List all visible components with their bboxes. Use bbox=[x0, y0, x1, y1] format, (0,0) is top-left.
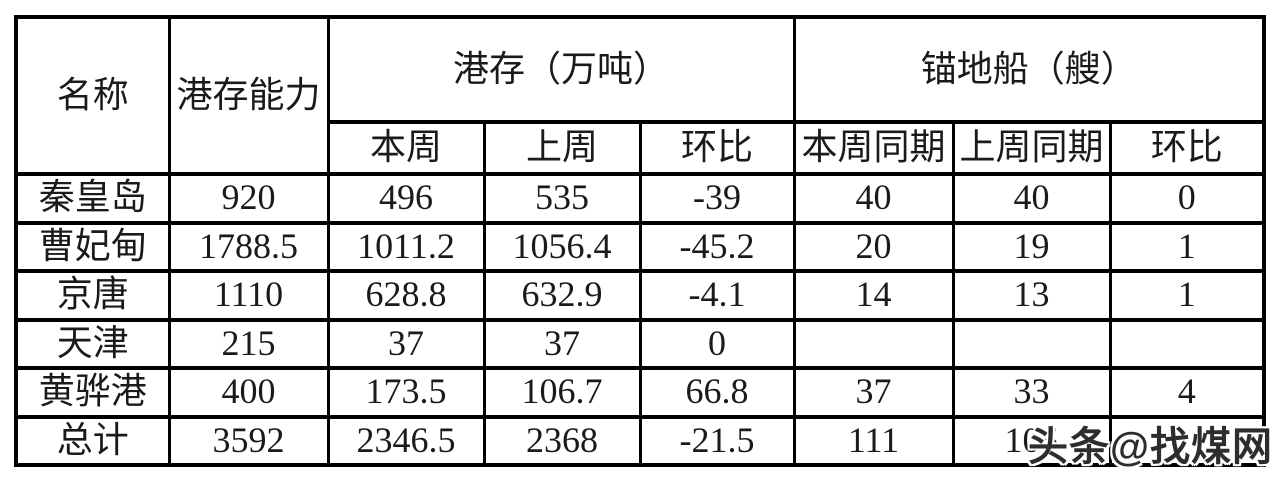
cell-ships-wow: 1 bbox=[1108, 269, 1266, 322]
cell-ships-last-week: 105 bbox=[951, 414, 1112, 467]
cell-capacity: 215 bbox=[167, 317, 330, 370]
header-row-sub: 本周 上周 环比 本周同期 上周同期 环比 bbox=[16, 120, 1266, 176]
cell-ships-this-week: 20 bbox=[792, 220, 955, 273]
cell-capacity: 920 bbox=[167, 172, 330, 225]
cell-inventory-this-week: 628.8 bbox=[326, 269, 486, 322]
cell-ships-last-week: 33 bbox=[951, 366, 1112, 419]
port-inventory-table: 名称 港存能力 港存（万吨） 锚地船（艘） 本周 上周 环比 本周同期 上周同期… bbox=[14, 15, 1267, 467]
column-header-ships-last-week: 上周同期 bbox=[951, 120, 1112, 176]
cell-port-name: 天津 bbox=[14, 317, 171, 370]
cell-port-name: 总计 bbox=[14, 414, 171, 467]
watermark-toutiao-zhaomeiwang: 头条@找煤网 bbox=[1027, 425, 1273, 469]
cell-inventory-last-week: 106.7 bbox=[482, 366, 642, 419]
cell-inventory-last-week: 2368 bbox=[482, 414, 642, 467]
cell-inventory-wow: 0 bbox=[638, 317, 796, 370]
cell-port-name: 京唐 bbox=[14, 269, 171, 322]
cell-inventory-wow: 66.8 bbox=[638, 366, 796, 419]
cell-ships-this-week: 14 bbox=[792, 269, 955, 322]
cell-inventory-this-week: 2346.5 bbox=[326, 414, 486, 467]
cell-inventory-last-week: 1056.4 bbox=[482, 220, 642, 273]
cell-ships-last-week: 40 bbox=[951, 172, 1112, 225]
cell-inventory-wow: -39 bbox=[638, 172, 796, 225]
cell-inventory-last-week: 632.9 bbox=[482, 269, 642, 322]
cell-ships-this-week: 111 bbox=[792, 414, 955, 467]
port-inventory-table-container: 名称 港存能力 港存（万吨） 锚地船（艘） 本周 上周 环比 本周同期 上周同期… bbox=[14, 15, 1267, 467]
cell-port-name: 秦皇岛 bbox=[14, 172, 171, 225]
cell-ships-wow: 4 bbox=[1108, 366, 1266, 419]
column-group-inventory: 港存（万吨） bbox=[326, 15, 796, 124]
table-row-total: 总计 3592 2346.5 2368 -21.5 111 105 bbox=[14, 414, 1266, 467]
cell-ships-wow bbox=[1108, 414, 1266, 467]
cell-ships-wow bbox=[1108, 317, 1266, 370]
header-row-groups: 名称 港存能力 港存（万吨） 锚地船（艘） bbox=[14, 15, 1266, 176]
cell-inventory-this-week: 496 bbox=[326, 172, 486, 225]
cell-ships-this-week: 37 bbox=[792, 366, 955, 419]
column-header-ships-wow-change: 环比 bbox=[1108, 120, 1266, 176]
cell-ships-last-week: 19 bbox=[951, 220, 1112, 273]
cell-ships-this-week bbox=[792, 317, 955, 370]
cell-ships-last-week bbox=[951, 317, 1112, 370]
column-header-capacity: 港存能力 bbox=[167, 15, 330, 176]
cell-port-name: 黄骅港 bbox=[14, 366, 171, 419]
table-row-qinhuangdao: 秦皇岛 920 496 535 -39 40 40 0 bbox=[14, 172, 1266, 225]
cell-capacity: 3592 bbox=[167, 414, 330, 467]
column-header-last-week: 上周 bbox=[482, 120, 642, 176]
table-row-jingtang: 京唐 1110 628.8 632.9 -4.1 14 13 1 bbox=[14, 269, 1266, 322]
cell-capacity: 400 bbox=[167, 366, 330, 419]
column-header-this-week: 本周 bbox=[326, 120, 486, 176]
table-row-caofeidian: 曹妃甸 1788.5 1011.2 1056.4 -45.2 20 19 1 bbox=[14, 220, 1266, 273]
column-header-wow-change: 环比 bbox=[638, 120, 796, 176]
cell-ships-wow: 1 bbox=[1108, 220, 1266, 273]
column-group-anchored-ships: 锚地船（艘） bbox=[792, 15, 1266, 124]
cell-inventory-wow: -21.5 bbox=[638, 414, 796, 467]
cell-inventory-this-week: 173.5 bbox=[326, 366, 486, 419]
cell-inventory-this-week: 37 bbox=[326, 317, 486, 370]
cell-inventory-this-week: 1011.2 bbox=[326, 220, 486, 273]
cell-inventory-last-week: 535 bbox=[482, 172, 642, 225]
cell-inventory-wow: -4.1 bbox=[638, 269, 796, 322]
cell-ships-this-week: 40 bbox=[792, 172, 955, 225]
column-header-name: 名称 bbox=[14, 15, 171, 176]
cell-inventory-last-week: 37 bbox=[482, 317, 642, 370]
cell-ships-wow: 0 bbox=[1108, 172, 1266, 225]
cell-ships-last-week: 13 bbox=[951, 269, 1112, 322]
cell-inventory-wow: -45.2 bbox=[638, 220, 796, 273]
cell-capacity: 1788.5 bbox=[167, 220, 330, 273]
table-row-tianjin: 天津 215 37 37 0 bbox=[14, 317, 1266, 370]
column-header-ships-this-week: 本周同期 bbox=[792, 120, 955, 176]
table-row-huanghua: 黄骅港 400 173.5 106.7 66.8 37 33 4 bbox=[14, 366, 1266, 419]
cell-capacity: 1110 bbox=[167, 269, 330, 322]
cell-port-name: 曹妃甸 bbox=[14, 220, 171, 273]
